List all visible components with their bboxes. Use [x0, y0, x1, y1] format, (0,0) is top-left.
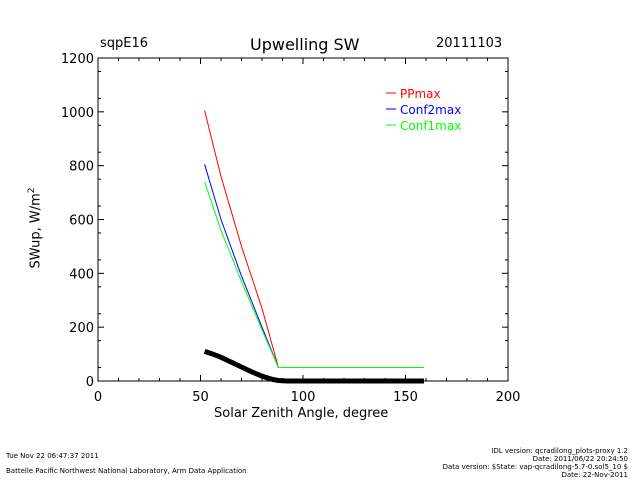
- y-tick-label: 1200: [61, 52, 94, 67]
- y-tick-label: 1000: [61, 106, 94, 121]
- y-tick-label: 800: [69, 160, 94, 175]
- footer-data-date: Date: 22-Nov-2011: [561, 471, 628, 479]
- series-line-observed: [203, 349, 424, 384]
- x-tick-label: 100: [291, 390, 316, 405]
- footer-data-version: Data version: $State: vap-qcradilong-5.7…: [442, 463, 628, 471]
- y-tick-label: 0: [86, 375, 94, 390]
- y-tick-label: 200: [69, 321, 94, 336]
- series-line-conf2max: [204, 164, 424, 369]
- footer-organization: Battelle Pacific Northwest National Labo…: [6, 467, 247, 475]
- x-tick-label: 0: [94, 390, 102, 405]
- legend-label: Conf1max: [400, 119, 461, 133]
- x-tick-label: 50: [192, 390, 209, 405]
- date-label: 20111103: [436, 36, 503, 51]
- y-axis-ticks: 0 200 400 600 800 1000 1200: [61, 52, 508, 390]
- x-axis-ticks: 0 50 100 150 200: [94, 58, 521, 405]
- series-line-conf1max: [204, 181, 424, 369]
- x-tick-label: 200: [496, 390, 521, 405]
- site-label: sqpE16: [100, 36, 149, 51]
- y-tick-label: 400: [69, 267, 94, 282]
- series-line-ppmax: [204, 110, 424, 369]
- series-lines: [203, 110, 424, 384]
- y-tick-label: 600: [69, 214, 94, 229]
- footer-idl-version: IDL version: qcradilong_plots-proxy 1.2: [491, 447, 628, 455]
- footer-idl-date: Date: 2011/06/22 20:24:50: [532, 455, 628, 463]
- chart-title: Upwelling SW: [250, 35, 360, 54]
- footer-timestamp: Tue Nov 22 06:47:37 2011: [6, 452, 99, 460]
- x-tick-label: 150: [393, 390, 418, 405]
- legend-label: Conf2max: [400, 103, 461, 117]
- legend-label: PPmax: [400, 87, 441, 101]
- x-axis-label: Solar Zenith Angle, degree: [214, 406, 389, 421]
- legend: PPmax Conf2max Conf1max: [386, 87, 461, 133]
